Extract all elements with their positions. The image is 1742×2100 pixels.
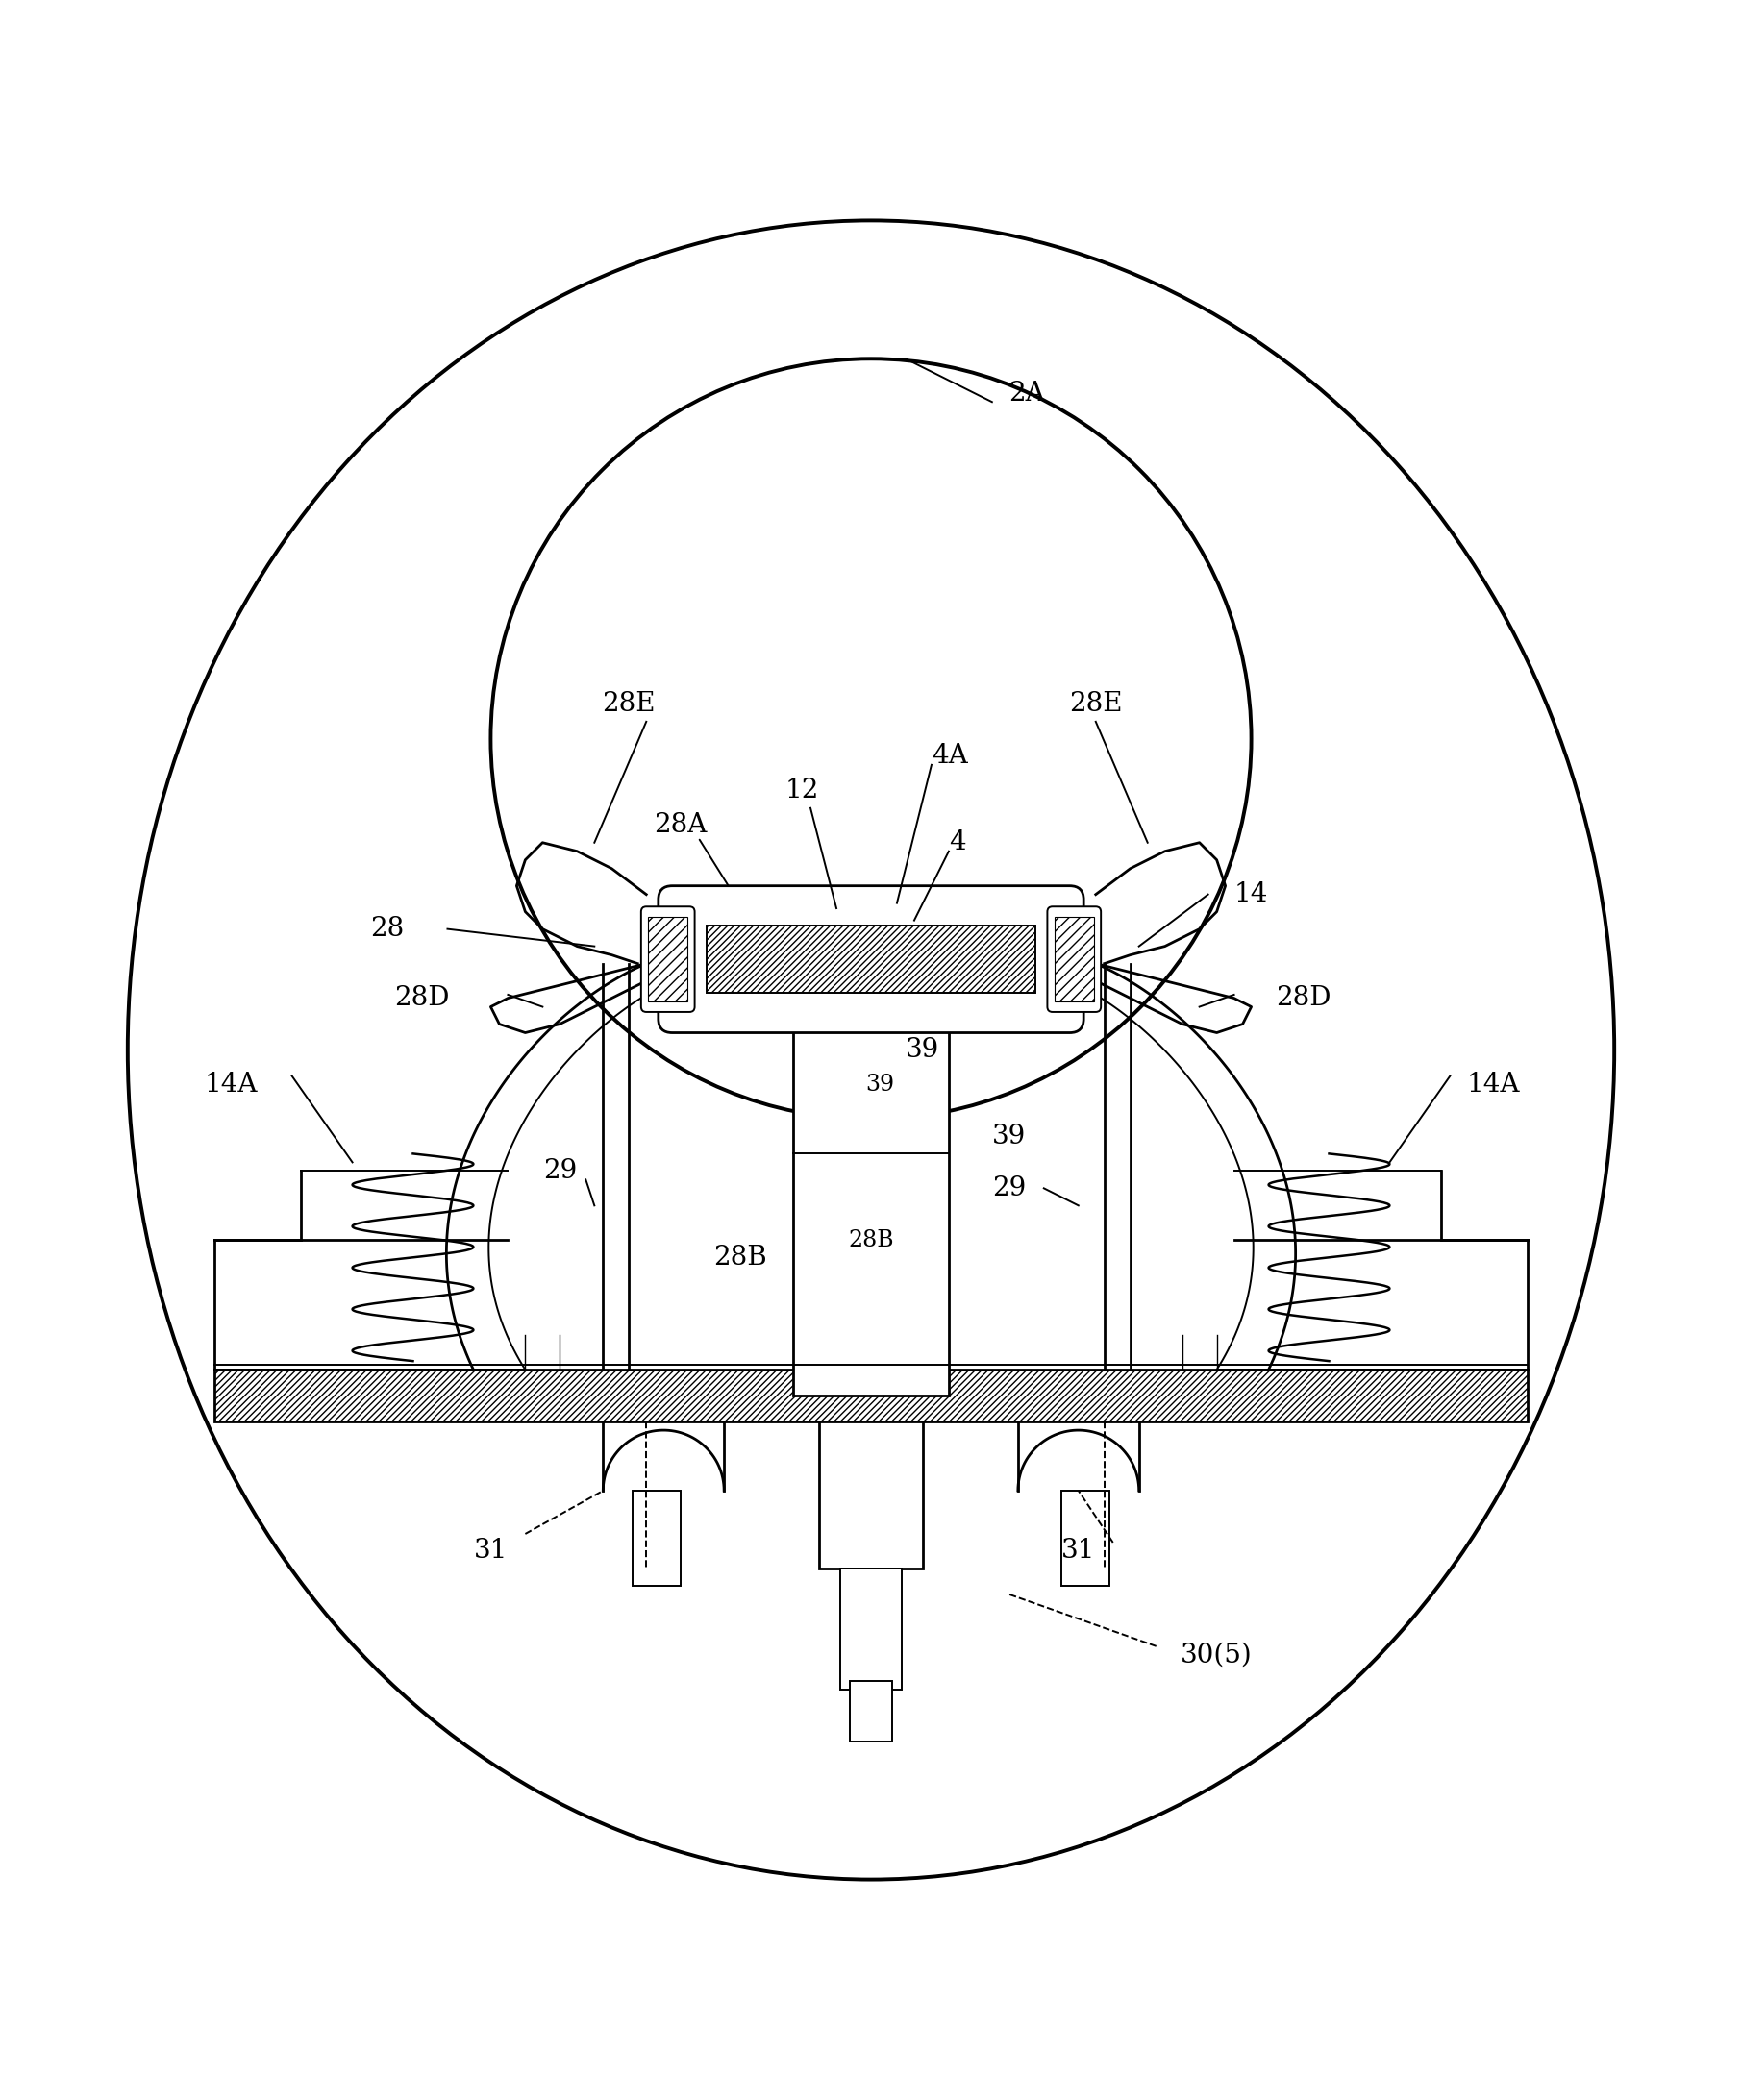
Bar [793, 998, 949, 1396]
Bar [850, 1680, 892, 1741]
Text: 2A: 2A [1009, 380, 1045, 405]
FancyBboxPatch shape [658, 886, 1084, 1033]
FancyBboxPatch shape [641, 907, 695, 1012]
Text: 14A: 14A [1467, 1071, 1521, 1098]
Bar [214, 1369, 1528, 1422]
Ellipse shape [491, 359, 1251, 1119]
Text: 28A: 28A [655, 813, 707, 838]
Bar [632, 1491, 681, 1586]
Text: 28E: 28E [1070, 691, 1122, 718]
Text: 29: 29 [544, 1157, 577, 1184]
Text: 30(5): 30(5) [1181, 1642, 1252, 1667]
Text: 28B: 28B [714, 1245, 766, 1270]
Text: 28D: 28D [1275, 985, 1331, 1010]
Text: 14A: 14A [206, 1071, 258, 1098]
Text: 31: 31 [474, 1537, 507, 1564]
Text: 29: 29 [993, 1176, 1026, 1201]
Bar [1061, 1491, 1110, 1586]
Text: 28E: 28E [603, 691, 655, 718]
Text: 39: 39 [906, 1037, 939, 1063]
Text: 4: 4 [949, 830, 965, 855]
Text: 28D: 28D [394, 985, 449, 1010]
Text: 28B: 28B [848, 1228, 894, 1252]
Text: 12: 12 [786, 777, 819, 804]
Text: 39: 39 [991, 1124, 1026, 1149]
Bar [707, 926, 1035, 993]
Text: 39: 39 [866, 1073, 894, 1096]
Text: 4A: 4A [932, 743, 969, 769]
Bar [819, 1422, 923, 1569]
Bar [648, 918, 688, 1002]
Text: 14: 14 [1235, 882, 1268, 907]
Bar [1054, 918, 1094, 1002]
Bar [840, 1569, 902, 1688]
Text: 28: 28 [369, 916, 404, 943]
FancyBboxPatch shape [1047, 907, 1101, 1012]
Text: 31: 31 [1061, 1537, 1096, 1564]
